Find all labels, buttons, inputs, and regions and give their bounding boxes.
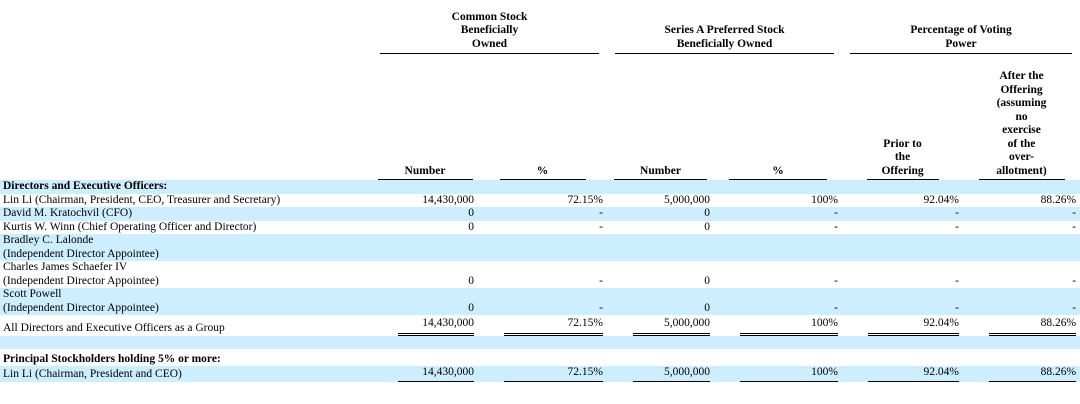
value-cell: 100% (714, 366, 843, 382)
value-cell: 5,000,000 (607, 315, 714, 336)
value-cell: 72.15% (478, 315, 607, 336)
value-cell: - (955, 220, 960, 233)
value-cell (607, 180, 714, 194)
value-cell: 88.26% (963, 366, 1080, 382)
value-cell (842, 353, 963, 367)
value-cell: 0 (704, 220, 710, 233)
value-cell (963, 234, 1080, 261)
holder-name: Lin Li (Chairman, President and CEO) (0, 366, 372, 382)
value-cell: - (1072, 274, 1077, 287)
value-cell (478, 353, 607, 367)
value-cell: - (955, 274, 960, 287)
value-cell (478, 234, 607, 261)
value-cell: - (714, 207, 843, 221)
value-cell: 88.26% (963, 315, 1080, 336)
table-row-lalonde: Bradley C. Lalonde (Independent Director… (0, 234, 1080, 261)
value-cell: 92.04% (842, 366, 964, 382)
name-column-header (0, 54, 372, 180)
value-cell (714, 234, 843, 261)
value-cell: 0 (607, 207, 714, 221)
column-header-common-number: Number (372, 54, 478, 180)
value-cell: 5,000,000 (607, 366, 714, 382)
column-header-common-percent: % (478, 54, 607, 180)
value-cell: - (963, 288, 1080, 315)
table-row-lin-li: Lin Li (Chairman, President, CEO, Treasu… (0, 194, 1080, 208)
value-cell: 14,430,000 (372, 315, 478, 336)
value-cell: 14,430,000 (422, 193, 474, 206)
column-header-row: Number % Number % Prior to the Offering … (0, 54, 1080, 180)
value-cell: - (599, 220, 603, 233)
holder-name: David M. Kratochvil (CFO) (0, 207, 372, 221)
value-cell (842, 180, 964, 194)
table-row-section-directors: Directors and Executive Officers: (0, 180, 1080, 194)
value-cell: 92.04% (842, 315, 963, 336)
value-cell (607, 234, 714, 261)
column-header-series-percent: % (714, 54, 842, 180)
value-cell: 0 (704, 274, 710, 287)
holder-name: Kurtis W. Winn (Chief Operating Officer … (3, 220, 257, 233)
table-row-section-principal: Principal Stockholders holding 5% or mor… (0, 353, 1080, 367)
value-cell (607, 353, 714, 367)
holder-name: Scott Powell (Independent Director Appoi… (0, 288, 372, 315)
value-cell: - (478, 207, 607, 221)
group-header-common-stock: Common Stock Beneficially Owned (372, 0, 607, 54)
table-row-group-total: All Directors and Executive Officers as … (0, 315, 1080, 336)
value-cell: - (842, 288, 964, 315)
value-cell (372, 353, 478, 367)
value-cell: 0 (468, 274, 474, 287)
table-row-schaefer: Charles James Schaefer IV (Independent D… (0, 261, 1080, 288)
value-cell: 100% (714, 315, 842, 336)
value-cell: - (842, 207, 964, 221)
column-header-prior-offering: Prior to the Offering (842, 54, 963, 180)
value-cell: - (834, 220, 839, 233)
column-header-series-number: Number (607, 54, 714, 180)
value-cell: 100% (811, 193, 839, 206)
table-row-lin-li-principal: Lin Li (Chairman, President and CEO) 14,… (0, 366, 1080, 382)
holder-name: Charles James Schaefer IV (Independent D… (3, 261, 159, 287)
table-row-powell: Scott Powell (Independent Director Appoi… (0, 288, 1080, 315)
ownership-table: Common Stock Beneficially Owned Series A… (0, 0, 1080, 382)
value-cell: - (834, 274, 839, 287)
column-header-after-offering: After the Offering (assuming no exercise… (963, 54, 1080, 180)
group-label-common-stock: Common Stock Beneficially Owned (380, 11, 599, 54)
value-cell (478, 180, 607, 194)
table-row-kratochvil: David M. Kratochvil (CFO) 0 - 0 - - - (0, 207, 1080, 221)
spacer-row (0, 335, 1080, 349)
table-row-winn: Kurtis W. Winn (Chief Operating Officer … (0, 221, 1080, 235)
holder-name: Lin Li (Chairman, President, CEO, Treasu… (3, 193, 281, 206)
value-cell: - (963, 207, 1080, 221)
spacer-cell (0, 335, 1080, 349)
group-label-series-a: Series A Preferred Stock Beneficially Ow… (615, 24, 835, 54)
section-title: Principal Stockholders holding 5% or mor… (3, 352, 221, 365)
holder-name: All Directors and Executive Officers as … (3, 322, 225, 334)
value-cell (714, 180, 843, 194)
value-cell: 0 (372, 288, 478, 315)
value-cell: 72.15% (567, 193, 603, 206)
value-cell: 88.26% (1040, 193, 1077, 206)
value-cell: 72.15% (478, 366, 607, 382)
value-cell (842, 234, 964, 261)
group-label-voting-power: Percentage of Voting Power (850, 24, 1073, 54)
value-cell (963, 353, 1080, 367)
group-header-row: Common Stock Beneficially Owned Series A… (0, 0, 1080, 54)
holder-name: Bradley C. Lalonde (Independent Director… (0, 234, 372, 261)
value-cell: - (599, 274, 603, 287)
value-cell: - (1072, 220, 1077, 233)
value-cell: 5,000,000 (664, 193, 710, 206)
value-cell: 92.04% (923, 193, 960, 206)
section-title: Directors and Executive Officers: (0, 180, 372, 194)
value-cell (372, 234, 478, 261)
value-cell (714, 353, 842, 367)
group-header-voting-power: Percentage of Voting Power (842, 0, 1080, 54)
name-column-header (0, 0, 372, 54)
value-cell: 0 (468, 220, 474, 233)
value-cell: - (714, 288, 843, 315)
value-cell (372, 180, 478, 194)
value-cell: 14,430,000 (372, 366, 478, 382)
value-cell: 0 (607, 288, 714, 315)
value-cell (963, 180, 1080, 194)
value-cell: - (478, 288, 607, 315)
group-header-series-a: Series A Preferred Stock Beneficially Ow… (607, 0, 842, 54)
value-cell: 0 (372, 207, 478, 221)
